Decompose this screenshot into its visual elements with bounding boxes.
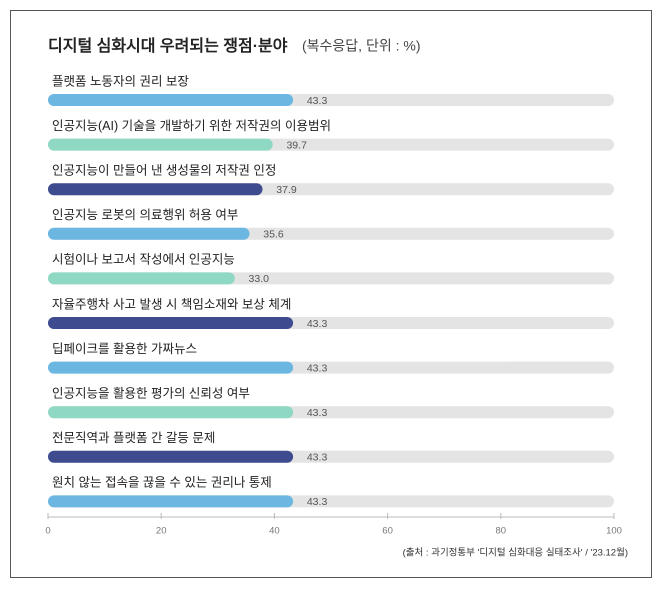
category-label: 전문직역과 플랫폼 간 갈등 문제: [52, 431, 215, 445]
value-label: 43.3: [307, 407, 328, 419]
value-label: 43.3: [307, 496, 328, 508]
source: (출처 : 과기정통부 '디지털 심화대응 실태조사' / '23.12월): [403, 547, 628, 559]
value-label: 43.3: [307, 362, 328, 374]
x-tick-label: 100: [606, 526, 622, 537]
category-label: 딥페이크를 활용한 가짜뉴스: [52, 342, 197, 356]
value-label: 37.9: [276, 184, 297, 196]
bar: [48, 317, 294, 329]
x-tick-label: 80: [496, 526, 507, 537]
category-label: 원치 않는 접속을 끊을 수 있는 권리나 통제: [52, 476, 272, 490]
chart-title: 디지털 심화시대 우려되는 쟁점·분야: [48, 36, 288, 55]
value-label: 39.7: [286, 139, 307, 151]
chart-subtitle: (복수응답, 단위 : %): [302, 38, 421, 54]
category-label: 시험이나 보고서 작성에서 인공지능: [52, 253, 235, 267]
bar: [48, 138, 273, 151]
category-label: 인공지능이 만들어 낸 생성물의 저작권 인정: [52, 163, 276, 177]
bar: [48, 406, 294, 419]
category-label: 인공지능을 활용한 평가의 신뢰성 여부: [52, 386, 250, 400]
value-label: 43.3: [307, 318, 328, 330]
x-tick-label: 60: [382, 526, 393, 537]
category-label: 플랫폼 노동자의 권리 보장: [52, 74, 189, 88]
bar: [48, 495, 294, 508]
category-label: 인공지능 로봇의 의료행위 허용 여부: [52, 207, 238, 222]
x-tick-label: 40: [269, 526, 280, 537]
category-label: 인공지능(AI) 기술을 개발하기 위한 저작권의 이용범위: [52, 119, 331, 133]
bar: [48, 361, 294, 374]
value-label: 33.0: [249, 273, 270, 285]
bar: [48, 227, 250, 240]
value-label: 43.3: [307, 95, 328, 107]
bar: [48, 450, 294, 463]
bar: [48, 94, 294, 106]
value-label: 43.3: [307, 452, 328, 464]
x-tick-label: 20: [156, 526, 167, 537]
bar: [48, 272, 235, 285]
category-label: 자율주행차 사고 발생 시 책임소재와 보상 체계: [52, 296, 291, 311]
value-label: 35.6: [263, 229, 284, 241]
frame: [10, 10, 652, 578]
x-tick-label: 0: [45, 526, 50, 537]
bar: [48, 183, 263, 196]
